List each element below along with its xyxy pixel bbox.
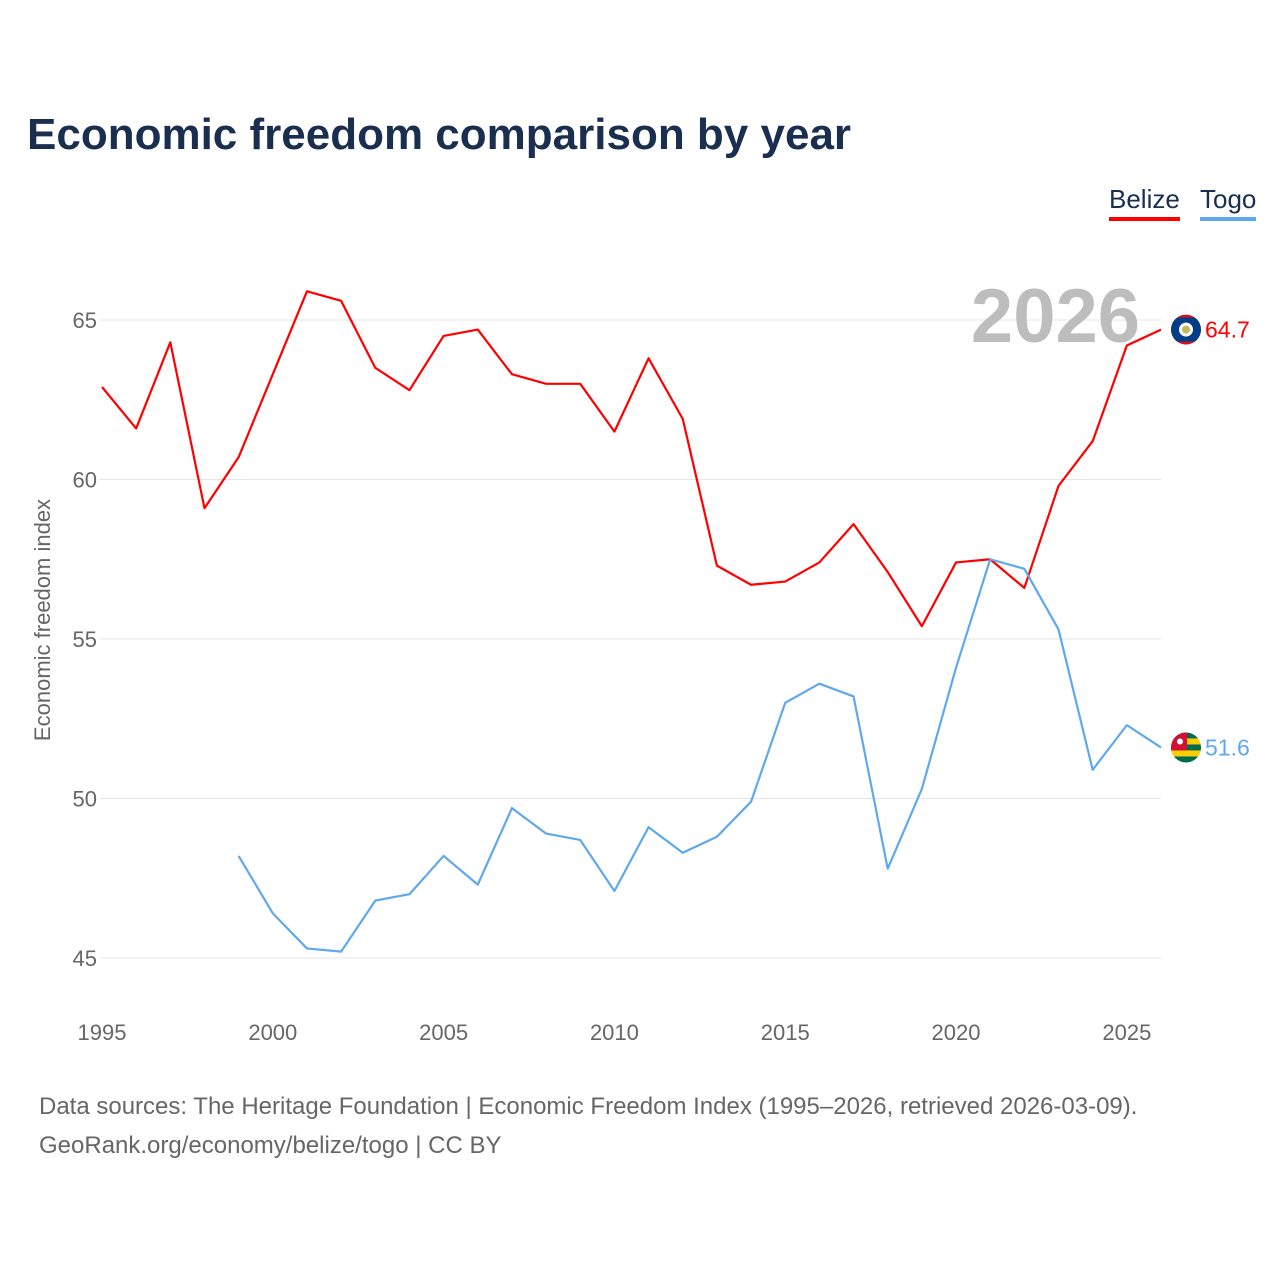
- x-tick-label: 2025: [1102, 1020, 1151, 1045]
- series-line-belize: [101, 290, 1162, 628]
- footer: Data sources: The Heritage Foundation | …: [39, 1087, 1137, 1165]
- x-tick-label: 2010: [590, 1020, 639, 1045]
- x-tick-label: 1995: [78, 1020, 127, 1045]
- y-tick-label: 45: [73, 946, 97, 971]
- x-tick-label: 2005: [419, 1020, 468, 1045]
- end-label-belize: 64.7: [1205, 317, 1250, 343]
- x-tick-label: 2020: [932, 1020, 981, 1045]
- y-tick-label: 65: [73, 308, 97, 333]
- end-label-togo: 51.6: [1205, 734, 1250, 760]
- series-line-togo: [237, 558, 1162, 953]
- source-text: Data sources: The Heritage Foundation | …: [39, 1093, 1138, 1120]
- flag-belize-icon: [1171, 314, 1201, 345]
- chart-title: Economic freedom comparison by year: [27, 110, 852, 159]
- x-tick-label: 2015: [761, 1020, 810, 1045]
- legend-togo[interactable]: Togo: [1200, 184, 1257, 221]
- legend-belize[interactable]: Belize: [1109, 184, 1180, 221]
- y-tick-label: 55: [73, 627, 97, 652]
- year-watermark: 2026: [971, 274, 1140, 359]
- flag-togo-icon: [1171, 732, 1201, 763]
- x-tick-label: 2000: [248, 1020, 297, 1045]
- y-axis-label: Economic freedom index: [30, 499, 55, 741]
- y-tick-label: 60: [73, 468, 97, 493]
- y-tick-label: 50: [73, 787, 97, 812]
- source-link[interactable]: GeoRank.org/economy/belize/togo | CC BY: [39, 1132, 502, 1159]
